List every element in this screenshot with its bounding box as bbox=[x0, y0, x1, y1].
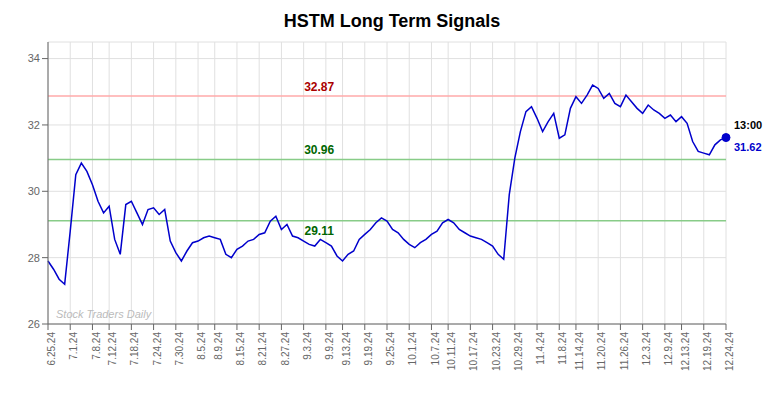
svg-text:7.12.24: 7.12.24 bbox=[107, 332, 118, 366]
svg-text:9.25.24: 9.25.24 bbox=[385, 332, 396, 366]
svg-text:9.13.24: 9.13.24 bbox=[341, 332, 352, 366]
svg-text:30.96: 30.96 bbox=[304, 143, 334, 157]
svg-text:34: 34 bbox=[28, 52, 40, 64]
svg-text:26: 26 bbox=[28, 318, 40, 330]
svg-text:7.30.24: 7.30.24 bbox=[174, 332, 185, 366]
svg-text:13:00: 13:00 bbox=[734, 119, 762, 131]
svg-text:10.17.24: 10.17.24 bbox=[468, 332, 479, 371]
svg-text:9.19.24: 9.19.24 bbox=[363, 332, 374, 366]
svg-text:11.26.24: 11.26.24 bbox=[619, 332, 630, 371]
svg-text:11.14.24: 11.14.24 bbox=[574, 332, 585, 371]
svg-text:8.21.24: 8.21.24 bbox=[257, 332, 268, 366]
svg-text:9.3.24: 9.3.24 bbox=[302, 332, 313, 360]
svg-text:10.11.24: 10.11.24 bbox=[446, 332, 457, 371]
svg-text:7.1.24: 7.1.24 bbox=[68, 332, 79, 360]
svg-text:11.20.24: 11.20.24 bbox=[596, 332, 607, 371]
svg-text:11.4.24: 11.4.24 bbox=[535, 332, 546, 365]
svg-text:6.25.24: 6.25.24 bbox=[46, 332, 57, 366]
svg-text:10.23.24: 10.23.24 bbox=[491, 332, 502, 371]
svg-text:10.29.24: 10.29.24 bbox=[513, 332, 524, 371]
html-text:HSTM Long Term Signals: HSTM Long Term Signals bbox=[283, 11, 501, 31]
svg-text:32: 32 bbox=[28, 119, 40, 131]
svg-text:7.24.24: 7.24.24 bbox=[152, 332, 163, 366]
svg-text:Stock Traders Daily: Stock Traders Daily bbox=[56, 308, 153, 320]
svg-text:8.27.24: 8.27.24 bbox=[280, 332, 291, 366]
svg-text:28: 28 bbox=[28, 252, 40, 264]
svg-text:30: 30 bbox=[28, 185, 40, 197]
svg-text:10.7.24: 10.7.24 bbox=[430, 332, 441, 366]
svg-text:11.8.24: 11.8.24 bbox=[557, 332, 568, 365]
svg-text:7.8.24: 7.8.24 bbox=[91, 332, 102, 360]
svg-text:8.5.24: 8.5.24 bbox=[196, 332, 207, 360]
svg-text:12.24.24: 12.24.24 bbox=[724, 332, 735, 371]
svg-text:7.18.24: 7.18.24 bbox=[129, 332, 140, 366]
svg-text:8.15.24: 8.15.24 bbox=[235, 332, 246, 366]
svg-text:12.9.24: 12.9.24 bbox=[663, 332, 674, 366]
svg-text:10.1.24: 10.1.24 bbox=[407, 332, 418, 366]
svg-text:32.87: 32.87 bbox=[304, 80, 334, 94]
svg-text:8.9.24: 8.9.24 bbox=[213, 332, 224, 360]
svg-text:29.11: 29.11 bbox=[305, 224, 335, 238]
svg-text:9.9.24: 9.9.24 bbox=[324, 332, 335, 360]
svg-text:31.62: 31.62 bbox=[734, 141, 762, 153]
svg-text:12.19.24: 12.19.24 bbox=[702, 332, 713, 371]
svg-text:12.3.24: 12.3.24 bbox=[641, 332, 652, 366]
svg-text:12.13.24: 12.13.24 bbox=[680, 332, 691, 371]
